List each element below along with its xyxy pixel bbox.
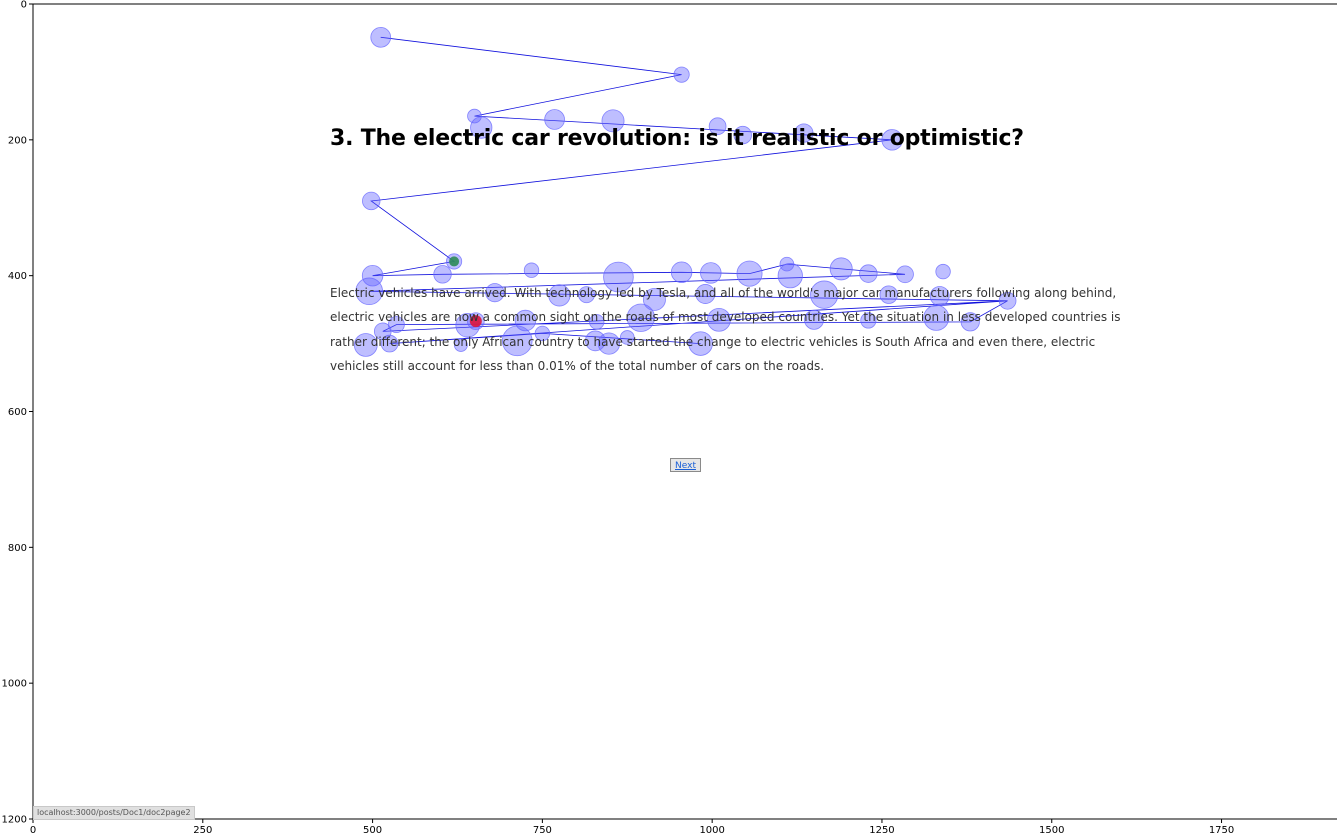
fixation-point: [362, 191, 381, 211]
fixation-points-layer: [353, 26, 1017, 357]
fixation-point: [467, 108, 482, 124]
fixation-point: [514, 309, 537, 332]
fixation-point: [829, 257, 853, 281]
body-paragraph: Electric vehicles have arrived. With tec…: [330, 281, 1121, 379]
paragraph-line: rather different; the only African count…: [330, 334, 1096, 349]
fixation-point: [935, 263, 951, 280]
x-tick-label: 750: [533, 825, 552, 836]
fixation-point: [879, 285, 898, 304]
paragraph-line: vehicles still account for less than 0.0…: [330, 359, 825, 374]
paragraph-line: electric vehicles are now a common sight…: [330, 310, 1121, 325]
fixation-point: [433, 265, 452, 284]
fixation-point: [860, 312, 877, 329]
fixation-point: [923, 304, 950, 331]
fixation-point: [355, 277, 383, 306]
gaze-path-line: [369, 36, 1008, 344]
fixation-point: [619, 330, 635, 345]
fixation-point: [601, 109, 625, 133]
fixation-point: [534, 325, 551, 342]
fixation-point: [353, 333, 378, 357]
end-point: [469, 315, 482, 328]
status-url: localhost:3000/posts/Doc1/doc2page2: [33, 806, 195, 820]
fixation-point: [544, 109, 565, 130]
fixation-point: [548, 284, 571, 307]
next-button[interactable]: Next: [670, 458, 701, 472]
fixation-point: [777, 263, 803, 289]
fixation-point: [670, 261, 693, 283]
x-tick-label: 500: [363, 825, 382, 836]
y-tick-label: 600: [8, 407, 27, 418]
fixation-point: [859, 264, 878, 283]
fixation-point: [708, 117, 727, 136]
y-tick-label: 800: [8, 543, 27, 554]
x-tick-label: 1000: [699, 825, 724, 836]
fixation-point: [380, 334, 399, 353]
fixation-point: [603, 261, 634, 293]
fixation-point: [881, 129, 903, 151]
fixation-point: [794, 123, 814, 143]
fixation-point: [523, 262, 540, 278]
x-tick-label: 0: [30, 825, 36, 836]
fixation-point: [597, 332, 621, 355]
page-title: 3. The electric car revolution: is it re…: [330, 126, 1024, 151]
y-tick-label: 1000: [2, 679, 27, 690]
x-tick-label: 1750: [1209, 825, 1234, 836]
x-tick-label: 1500: [1039, 825, 1064, 836]
fixation-point: [733, 125, 752, 145]
fixation-point: [695, 284, 716, 304]
fixation-point: [485, 283, 505, 303]
fixation-point: [896, 265, 914, 284]
fixation-point: [578, 286, 595, 304]
x-tick-label: 250: [193, 825, 212, 836]
fixation-point: [453, 338, 468, 352]
fixation-point: [589, 314, 605, 330]
fixation-point: [810, 280, 839, 309]
fixation-point: [707, 307, 731, 332]
fixation-point: [470, 116, 493, 139]
fixation-point: [673, 66, 690, 83]
fixation-point: [642, 287, 666, 311]
fixation-point: [960, 312, 980, 332]
fixation-point: [501, 325, 533, 357]
y-tick-label: 0: [21, 0, 27, 11]
fixation-point: [700, 262, 722, 284]
y-tick-label: 1200: [2, 815, 27, 826]
fixation-point: [370, 26, 392, 48]
paragraph-line: Electric vehicles have arrived. With tec…: [330, 286, 1117, 300]
y-tick-label: 400: [8, 271, 27, 282]
fixation-point: [585, 330, 606, 352]
fixation-point: [736, 260, 763, 287]
gaze-path-layer: [369, 36, 1008, 344]
start-point: [449, 256, 460, 267]
fixation-point: [626, 303, 655, 332]
fixation-point: [688, 331, 713, 356]
fixation-point: [998, 291, 1017, 310]
y-tick-label: 200: [8, 135, 27, 146]
x-tick-label: 1250: [869, 825, 894, 836]
fixation-point: [804, 309, 825, 330]
